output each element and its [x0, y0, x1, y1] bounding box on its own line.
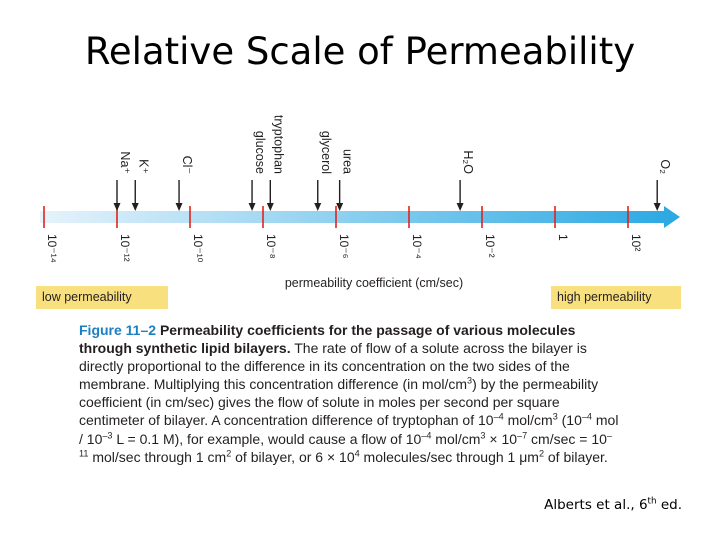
molecule-arrowhead — [336, 203, 344, 211]
caption-sup: 2 — [538, 448, 544, 458]
molecule-arrowhead — [175, 203, 183, 211]
tick-label: 10⁻¹⁰ — [191, 234, 205, 263]
caption-body: ) by the permeability coefficient (in cm… — [79, 376, 599, 429]
caption-body: mol/sec through 1 cm — [88, 448, 227, 465]
caption-sup: –4 — [493, 411, 504, 422]
caption-sup: –4 — [421, 429, 432, 440]
caption-sup: –11 — [79, 429, 612, 458]
caption-sup: –4 — [581, 411, 592, 422]
molecule-arrowhead — [456, 203, 464, 211]
caption-body: The rate of flow of a solute across the … — [79, 340, 587, 393]
molecule-label: K⁺ — [136, 159, 150, 174]
slide-title: Relative Scale of Permeability — [84, 30, 636, 73]
caption-title: Permeability coefficients for the passag… — [79, 322, 576, 357]
molecule-arrowhead — [266, 203, 274, 211]
caption-sup: 4 — [354, 448, 360, 458]
molecule-arrowhead — [653, 203, 661, 211]
tick-label: 10⁻⁸ — [264, 234, 278, 259]
molecule-label: O₂ — [658, 159, 672, 174]
caption-body: cm/sec = 10 — [527, 430, 607, 447]
caption-body: molecules/sec through 1 μm — [359, 448, 539, 465]
molecule-arrowhead — [131, 203, 139, 211]
figure-number: Figure 11–2 — [79, 322, 157, 338]
caption-body: × 10 — [485, 430, 518, 447]
credit-tail: ed. — [656, 497, 682, 513]
tick-label: 10⁻² — [483, 234, 497, 258]
caption-sup: –7 — [517, 429, 528, 440]
caption-sup: –3 — [102, 429, 113, 440]
molecule-label: Cl⁻ — [180, 156, 194, 174]
molecule-label: urea — [341, 149, 355, 174]
molecule-arrowhead — [113, 203, 121, 211]
tick-label: 1 — [556, 234, 570, 241]
tick-label: 10⁻¹⁴ — [45, 234, 59, 263]
caption-body: mol / 10 — [79, 412, 619, 447]
molecule-arrowhead — [314, 203, 322, 211]
figure-caption: Figure 11–2 Permeability coefficients fo… — [79, 321, 619, 466]
molecule-label: glucose — [253, 131, 267, 174]
caption-sup: 3 — [480, 429, 486, 440]
credit-sup: th — [647, 496, 657, 507]
caption-sup: 2 — [226, 448, 232, 458]
molecule-label: H₂O — [461, 150, 475, 174]
caption-body: of bilayer, or 6 × 10 — [231, 448, 355, 465]
permeability-scale: 10⁻¹⁴ 10⁻¹² 10⁻¹⁰ 10⁻⁸ 10⁻⁶ 10⁻⁴ 10⁻² 1 10² Na⁺ K… — [40, 115, 680, 263]
credit-text: Alberts et al., 6 — [544, 497, 648, 513]
caption-body: L = 0.1 M), for example, would cause a f… — [112, 430, 422, 447]
tick-label: 10⁻⁴ — [410, 234, 424, 259]
molecule-label: Na⁺ — [118, 151, 132, 174]
source-credit: Alberts et al., 6th ed. — [520, 497, 682, 513]
molecule-label: glycerol — [319, 131, 333, 174]
molecule-label: tryptophan — [271, 115, 285, 174]
high-permeability-box: high permeability — [551, 286, 681, 309]
axis-label: permeability coefficient (cm/sec) — [284, 276, 464, 290]
caption-body: of bilayer. — [544, 448, 608, 465]
caption-sup: 3 — [552, 411, 558, 422]
molecule-arrowhead — [248, 203, 256, 211]
scale-bar — [40, 206, 680, 228]
low-permeability-box: low permeability — [36, 286, 168, 309]
tick-label: 10² — [629, 234, 643, 251]
tick-label: 10⁻¹² — [118, 234, 132, 262]
caption-body: (10 — [557, 412, 582, 429]
caption-sup: 3 — [467, 375, 473, 386]
caption-body: mol/cm — [431, 430, 481, 447]
tick-label: 10⁻⁶ — [337, 234, 351, 259]
caption-body: mol/cm — [503, 412, 553, 429]
